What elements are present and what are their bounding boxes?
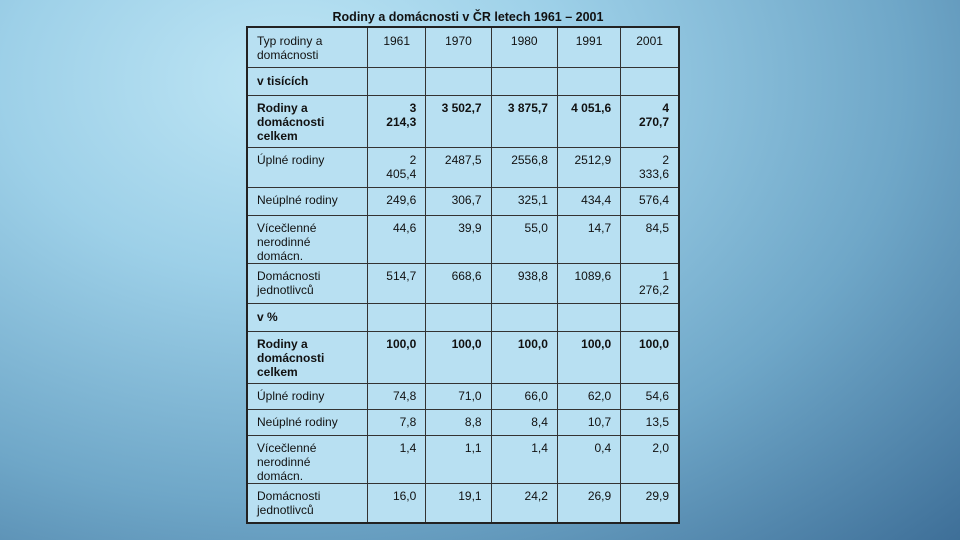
- empty-cell: [367, 66, 427, 96]
- header-year: 1970: [425, 26, 492, 68]
- value-cell: 14,7: [556, 214, 622, 264]
- slide-content: Rodiny a domácnosti v ČR letech 1961 – 2…: [246, 8, 682, 524]
- value-cell: 100,0: [490, 330, 558, 384]
- row-label: Rodiny a domácnosti celkem: [246, 94, 369, 148]
- value-cell: 0,4: [556, 434, 622, 484]
- value-cell: 100,0: [425, 330, 492, 384]
- value-cell: 2487,5: [425, 146, 492, 188]
- value-cell: 74,8: [367, 382, 427, 410]
- value-cell: 1,4: [490, 434, 558, 484]
- value-cell: 4 270,7: [620, 94, 680, 148]
- empty-cell: [367, 302, 427, 332]
- header-year: 1991: [556, 26, 622, 68]
- value-cell: 26,9: [556, 482, 622, 524]
- table-row: Vícečlenné nerodinné domácn. 44,6 39,9 55,0…: [246, 214, 680, 264]
- row-label: Rodiny a domácnosti celkem: [246, 330, 369, 384]
- empty-cell: [556, 302, 622, 332]
- value-cell: 8,4: [490, 408, 558, 436]
- row-label: Vícečlenné nerodinné domácn.: [246, 214, 369, 264]
- value-cell: 4 051,6: [556, 94, 622, 148]
- empty-cell: [425, 302, 492, 332]
- table-row: Rodiny a domácnosti celkem 100,0 100,0 100,…: [246, 330, 680, 384]
- header-row: Typ rodiny a domácnosti 1961 1970 1980 1…: [246, 26, 680, 68]
- value-cell: 3 502,7: [425, 94, 492, 148]
- empty-cell: [490, 66, 558, 96]
- value-cell: 71,0: [425, 382, 492, 410]
- empty-cell: [556, 66, 622, 96]
- section-heading-row: v %: [246, 302, 680, 332]
- value-cell: 55,0: [490, 214, 558, 264]
- value-cell: 249,6: [367, 186, 427, 216]
- value-cell: 306,7: [425, 186, 492, 216]
- empty-cell: [490, 302, 558, 332]
- value-cell: 100,0: [556, 330, 622, 384]
- value-cell: 2 333,6: [620, 146, 680, 188]
- empty-cell: [425, 66, 492, 96]
- table-row: Úplné rodiny 2 405,4 2487,5 2556,8 2512,9 2 3…: [246, 146, 680, 188]
- value-cell: 29,9: [620, 482, 680, 524]
- table-row: Domácnosti jednotlivců 16,0 19,1 24,2 26,9 29…: [246, 482, 680, 524]
- value-cell: 3 214,3: [367, 94, 427, 148]
- data-table: Typ rodiny a domácnosti 1961 1970 1980 1…: [246, 26, 680, 524]
- section-heading: v %: [246, 302, 369, 332]
- table-row: Úplné rodiny 74,8 71,0 66,0 62,0 54,6: [246, 382, 680, 410]
- value-cell: 10,7: [556, 408, 622, 436]
- table-row: Neúplné rodiny 249,6 306,7 325,1 434,4 576,4: [246, 186, 680, 216]
- value-cell: 100,0: [367, 330, 427, 384]
- header-label: Typ rodiny a domácnosti: [246, 26, 369, 68]
- value-cell: 1089,6: [556, 262, 622, 304]
- value-cell: 1 276,2: [620, 262, 680, 304]
- row-label: Domácnosti jednotlivců: [246, 482, 369, 524]
- value-cell: 2 405,4: [367, 146, 427, 188]
- value-cell: 44,6: [367, 214, 427, 264]
- value-cell: 576,4: [620, 186, 680, 216]
- value-cell: 100,0: [620, 330, 680, 384]
- table-title: Rodiny a domácnosti v ČR letech 1961 – 2…: [332, 10, 604, 24]
- section-heading-row: v tisících: [246, 66, 680, 96]
- value-cell: 84,5: [620, 214, 680, 264]
- row-label: Vícečlenné nerodinné domácn.: [246, 434, 369, 484]
- value-cell: 2512,9: [556, 146, 622, 188]
- row-label: Úplné rodiny: [246, 146, 369, 188]
- table-row: Neúplné rodiny 7,8 8,8 8,4 10,7 13,5: [246, 408, 680, 436]
- value-cell: 2,0: [620, 434, 680, 484]
- row-label: Neúplné rodiny: [246, 186, 369, 216]
- table-row: Vícečlenné nerodinné domácn. 1,4 1,1 1,4 0,4…: [246, 434, 680, 484]
- value-cell: 13,5: [620, 408, 680, 436]
- empty-cell: [620, 66, 680, 96]
- header-year: 1980: [490, 26, 558, 68]
- row-label: Neúplné rodiny: [246, 408, 369, 436]
- value-cell: 54,6: [620, 382, 680, 410]
- value-cell: 62,0: [556, 382, 622, 410]
- value-cell: 1,1: [425, 434, 492, 484]
- table-body: Typ rodiny a domácnosti 1961 1970 1980 1…: [246, 26, 680, 524]
- value-cell: 66,0: [490, 382, 558, 410]
- value-cell: 325,1: [490, 186, 558, 216]
- empty-cell: [620, 302, 680, 332]
- value-cell: 16,0: [367, 482, 427, 524]
- row-label: Domácnosti jednotlivců: [246, 262, 369, 304]
- header-year: 1961: [367, 26, 427, 68]
- value-cell: 2556,8: [490, 146, 558, 188]
- header-year: 2001: [620, 26, 680, 68]
- value-cell: 668,6: [425, 262, 492, 304]
- value-cell: 3 875,7: [490, 94, 558, 148]
- table-row: Domácnosti jednotlivců 514,7 668,6 938,8 108…: [246, 262, 680, 304]
- value-cell: 24,2: [490, 482, 558, 524]
- value-cell: 7,8: [367, 408, 427, 436]
- row-label: Úplné rodiny: [246, 382, 369, 410]
- value-cell: 39,9: [425, 214, 492, 264]
- value-cell: 19,1: [425, 482, 492, 524]
- value-cell: 8,8: [425, 408, 492, 436]
- value-cell: 514,7: [367, 262, 427, 304]
- value-cell: 1,4: [367, 434, 427, 484]
- section-heading: v tisících: [246, 66, 369, 96]
- value-cell: 434,4: [556, 186, 622, 216]
- table-row: Rodiny a domácnosti celkem 3 214,3 3 502,7…: [246, 94, 680, 148]
- value-cell: 938,8: [490, 262, 558, 304]
